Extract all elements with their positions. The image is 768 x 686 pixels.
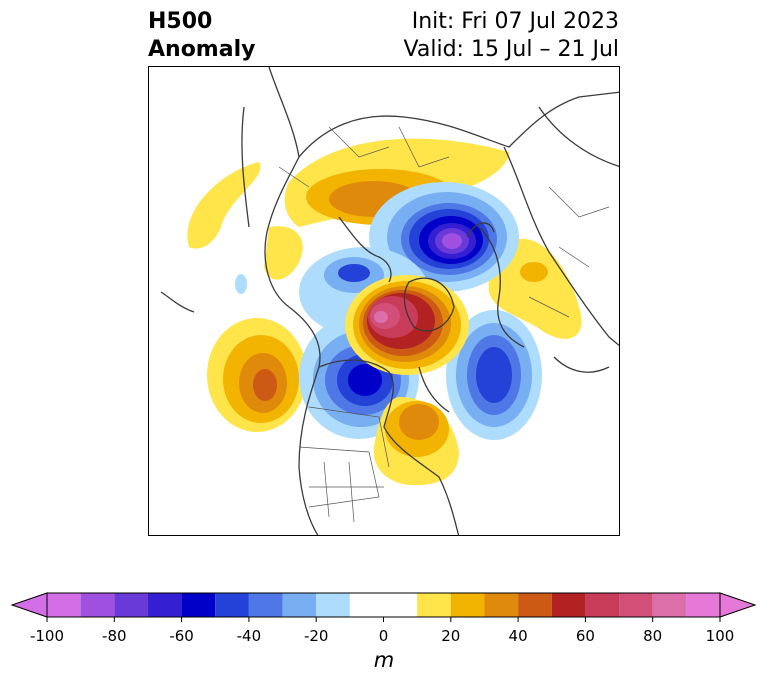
colorbar-unit: m	[373, 648, 395, 672]
map-dates: Init: Fri 07 Jul 2023 Valid: 15 Jul – 21…	[404, 8, 619, 64]
colorbar-segment	[114, 593, 148, 617]
colorbar-segment	[686, 593, 720, 617]
positive-anomaly-eastern-us	[373, 397, 459, 486]
colorbar-upper-extension	[719, 592, 757, 618]
negative-anomaly-siberia	[369, 182, 519, 292]
colorbar-tick-label: 60	[575, 627, 595, 645]
colorbar-tick-label: 100	[705, 627, 735, 645]
colorbar-segment	[181, 593, 216, 617]
colorbar-segment	[518, 593, 552, 617]
colorbar-tick-label: -60	[169, 627, 194, 645]
negative-anomaly-small	[235, 274, 247, 294]
colorbar-segment	[652, 593, 687, 617]
colorbar-segment	[450, 593, 485, 617]
colorbar-lower-extension	[10, 592, 48, 618]
colorbar-tick-label: 40	[508, 627, 528, 645]
positive-anomaly-arctic-russia	[264, 138, 509, 280]
map-canvas	[160, 67, 619, 535]
colorbar-segment	[248, 593, 283, 617]
colorbar-segment	[80, 593, 115, 617]
positive-anomaly-europe	[488, 238, 582, 339]
colorbar-segment	[47, 593, 81, 617]
anomaly-contours	[187, 138, 582, 486]
valid-range: Valid: 15 Jul – 21 Jul	[403, 37, 619, 62]
map-title: H500 Anomaly	[148, 8, 255, 64]
colorbar-tick-label: 20	[441, 627, 461, 645]
init-date: Init: Fri 07 Jul 2023	[411, 9, 619, 34]
colorbar-segment	[316, 593, 350, 617]
colorbar-tick-label: -100	[29, 627, 65, 645]
colorbar-segment	[282, 593, 317, 617]
colorbar-segment	[215, 593, 249, 617]
colorbar-tick-label: -40	[236, 627, 262, 645]
colorbar	[10, 592, 757, 622]
colorbar-tick-label: -20	[303, 627, 329, 645]
colorbar-segment	[551, 593, 586, 617]
anomaly-map	[148, 66, 620, 536]
title-type: Anomaly	[148, 37, 256, 62]
colorbar-segment	[484, 593, 519, 617]
colorbar-segment	[349, 593, 418, 617]
coastlines	[160, 67, 619, 535]
colorbar-segment	[147, 593, 182, 617]
colorbar-segment	[585, 593, 620, 617]
colorbar-ticks	[46, 617, 721, 622]
positive-anomaly-north-pacific	[207, 318, 307, 432]
positive-anomaly-north-pole	[345, 275, 469, 375]
colorbar-tick-label: -80	[102, 627, 127, 645]
colorbar-segments	[47, 593, 720, 617]
colorbar-segment	[417, 593, 451, 617]
colorbar-tick-label: 0	[378, 627, 389, 645]
negative-anomaly-north-atlantic	[446, 310, 542, 440]
country-borders	[278, 126, 610, 523]
title-variable: H500	[148, 9, 213, 34]
colorbar-segment	[619, 593, 653, 617]
positive-anomaly-far-east	[187, 162, 261, 249]
colorbar-tick-label: 80	[643, 627, 663, 645]
